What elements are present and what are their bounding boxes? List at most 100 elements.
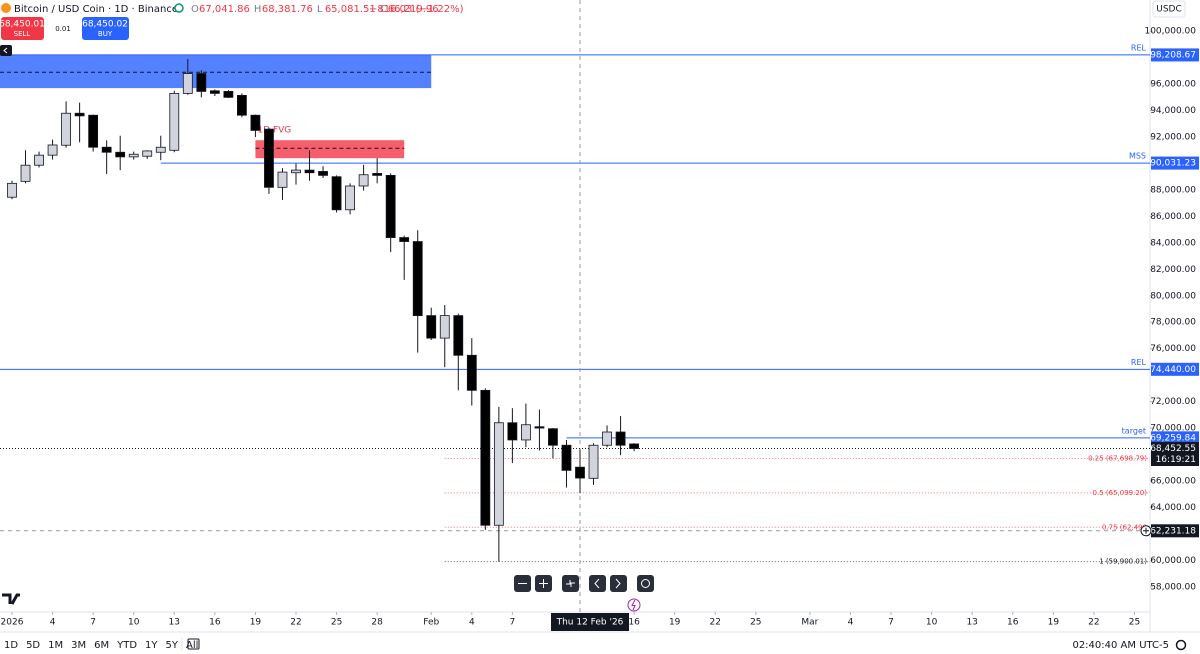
candle-body xyxy=(101,146,112,153)
y-tick-label: 70,000.00 xyxy=(1150,424,1196,434)
x-tick-label: 10 xyxy=(128,618,140,628)
logo xyxy=(2,593,20,605)
y-tick-label: 100,000.00 xyxy=(1144,27,1196,37)
zone xyxy=(0,54,432,89)
x-tick-label: 7 xyxy=(90,618,96,628)
level-tag-label: 74,440.00 xyxy=(1150,365,1196,375)
scroll-right[interactable] xyxy=(610,575,627,592)
timeframe-button[interactable]: 3M xyxy=(71,640,86,651)
candle-body xyxy=(602,431,612,446)
settings-button[interactable] xyxy=(1175,639,1187,651)
coin-icon xyxy=(1,3,11,13)
candle-body xyxy=(142,150,153,157)
candle-body xyxy=(439,315,450,339)
y-tick-label: 58,000.00 xyxy=(1150,582,1196,592)
y-tick-label: 80,000.00 xyxy=(1150,291,1196,301)
ohlc-value: 65,081.51 xyxy=(325,4,376,15)
sell-label[interactable]: SELL xyxy=(14,30,31,38)
timeframe-button[interactable]: 1Y xyxy=(145,640,158,651)
timeframe-button[interactable]: 6M xyxy=(94,640,109,651)
last-price-tag xyxy=(1151,442,1199,467)
change: −816.03 (−1.22%) xyxy=(369,4,464,15)
candle-body xyxy=(575,466,585,479)
candle-body xyxy=(453,315,464,356)
candle-body xyxy=(318,171,328,176)
x-tick-label: 19 xyxy=(669,618,681,628)
buy-button[interactable] xyxy=(82,17,129,40)
level-tag xyxy=(1151,156,1199,170)
candle-body xyxy=(385,175,396,238)
candle-body xyxy=(61,112,71,146)
candle-body xyxy=(331,176,342,211)
ohlc-key: L xyxy=(317,4,323,15)
y-tick-label: 82,000.00 xyxy=(1150,265,1196,275)
scroll-right-icon xyxy=(615,578,621,589)
timeframe-button[interactable]: 5Y xyxy=(166,640,179,651)
reset-chart-icon xyxy=(641,579,650,588)
x-tick-label: 4 xyxy=(50,618,56,628)
x-tick-label: 19 xyxy=(1048,618,1060,628)
sell-price[interactable]: 68,450.01 xyxy=(0,20,45,30)
x-tick-label: 7 xyxy=(888,618,894,628)
timeframe-button[interactable]: All xyxy=(186,640,198,651)
symbol: Bitcoin / USD Coin · 1D · Binance xyxy=(14,4,178,15)
date-range-button[interactable] xyxy=(187,638,200,650)
candle-body xyxy=(412,241,423,317)
y-tick-label: 88,000.00 xyxy=(1150,185,1196,195)
crosshair-date-tag xyxy=(551,613,629,631)
level-tag xyxy=(1151,431,1199,445)
y-tick-label: 64,000.00 xyxy=(1150,503,1196,513)
candle-body xyxy=(345,185,355,211)
y-tick-label: 94,000.00 xyxy=(1150,106,1196,116)
candle-body xyxy=(20,164,31,182)
candle-body xyxy=(548,428,558,446)
y-tick-label: 72,000.00 xyxy=(1150,397,1196,407)
zone-label: 1D FVG xyxy=(257,126,291,136)
x-tick-label: 16 xyxy=(628,618,640,628)
level-name: REL xyxy=(1131,358,1147,367)
timeframe-button[interactable]: YTD xyxy=(116,640,137,651)
fib-label: 0.75 (62,499 xyxy=(1102,523,1147,531)
candle-body xyxy=(466,354,477,391)
timeframe-button[interactable]: 5D xyxy=(26,640,40,651)
fib-label: 1 (59,900.01) xyxy=(1099,558,1147,566)
x-tick-label: 19 xyxy=(250,618,262,628)
x-tick-label: Mar xyxy=(801,618,818,628)
x-tick-label: 25 xyxy=(1129,618,1140,628)
candle-body xyxy=(521,424,531,441)
x-tick-label: 22 xyxy=(290,618,301,628)
candle-body xyxy=(480,389,491,526)
buy-label[interactable]: BUY xyxy=(98,30,113,38)
candle-body xyxy=(615,431,626,446)
level-tag-label: 98,208.67 xyxy=(1150,50,1196,60)
timeframe-button[interactable]: 1D xyxy=(4,640,18,651)
currency-box[interactable] xyxy=(1152,0,1186,18)
candle-body xyxy=(115,151,126,158)
market-status xyxy=(174,3,184,13)
scroll-left[interactable] xyxy=(589,575,606,592)
timeframe-button[interactable]: 1M xyxy=(48,640,63,651)
countdown: 16:19:21 xyxy=(1156,455,1196,465)
y-tick-label: 86,000.00 xyxy=(1150,212,1196,222)
collapse-button[interactable] xyxy=(0,45,12,56)
candle-body xyxy=(7,182,17,198)
reset-chart[interactable] xyxy=(637,575,654,592)
level-name: target xyxy=(1122,426,1146,435)
candle-body xyxy=(629,443,639,449)
candle-body xyxy=(47,144,58,156)
sell-button[interactable] xyxy=(1,17,44,40)
add-alert-icon xyxy=(1143,527,1149,534)
ohlc-value: 68,381.76 xyxy=(262,4,313,15)
level-tag-label: 69,259.84 xyxy=(1150,433,1196,443)
lightning-icon xyxy=(631,599,636,611)
currency[interactable]: USDC xyxy=(1156,5,1182,15)
candle-body xyxy=(588,444,599,479)
x-tick-label: 4 xyxy=(848,618,854,628)
candle-body xyxy=(264,128,274,188)
buy-price[interactable]: 68,450.02 xyxy=(82,20,128,30)
candle-body xyxy=(493,422,504,526)
fib-label: 0.25 (67,698.79) xyxy=(1088,454,1147,462)
level-name: MSS xyxy=(1129,152,1146,161)
x-tick-label: 4 xyxy=(469,618,475,628)
x-tick-label: 16 xyxy=(1007,618,1019,628)
